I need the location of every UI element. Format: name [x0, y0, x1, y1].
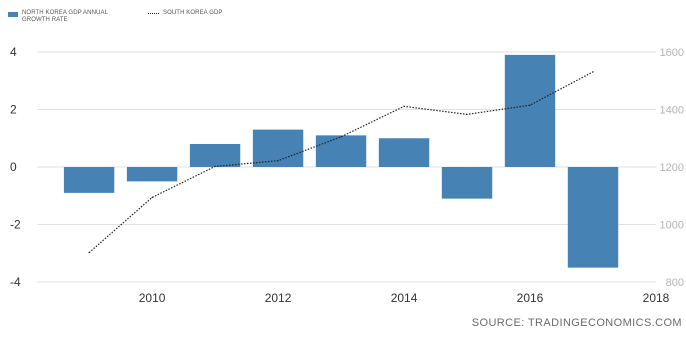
bar — [504, 54, 556, 167]
line-point — [592, 71, 594, 73]
line-point — [403, 105, 405, 107]
legend-label-bar: NORTH KOREA GDP ANNUAL GROWTH RATE — [22, 10, 108, 23]
bar — [315, 135, 367, 167]
line-point — [151, 196, 153, 199]
legend-swatch-line — [148, 13, 159, 14]
legend-item-bar: NORTH KOREA GDP ANNUAL GROWTH RATE — [8, 10, 134, 24]
x-tick-label: 2016 — [517, 291, 544, 305]
y-right-tick-label: 1600 — [660, 47, 684, 59]
line-point — [277, 160, 279, 162]
line-point — [214, 165, 216, 168]
x-tick-label: 2014 — [391, 291, 418, 305]
legend-swatch-bar — [8, 12, 18, 17]
line-point — [88, 252, 90, 254]
legend: NORTH KOREA GDP ANNUAL GROWTH RATE SOUTH… — [8, 10, 223, 24]
y-right-tick-label: 1000 — [660, 220, 684, 232]
legend-label-line: SOUTH KOREA GDP — [163, 10, 223, 16]
line-point — [529, 104, 531, 106]
y-left-tick-label: 0 — [10, 160, 17, 174]
x-tick-label: 2010 — [139, 291, 166, 305]
y-right-tick-label: 1200 — [660, 162, 684, 174]
legend-item-line: SOUTH KOREA GDP — [148, 10, 223, 17]
y-right-tick-label: 1400 — [660, 105, 684, 117]
x-tick-label: 2012 — [265, 291, 292, 305]
bar — [378, 138, 430, 167]
y-right-tick-label: 800 — [666, 277, 684, 289]
y-left-tick-label: 4 — [10, 45, 17, 59]
line-point — [466, 113, 468, 115]
x-tick-label: 2018 — [643, 291, 670, 305]
source-note: SOURCE: TRADINGECONOMICS.COM — [471, 317, 682, 329]
bar — [126, 167, 178, 182]
bar — [252, 129, 304, 167]
y-left-tick-label: -2 — [10, 218, 21, 232]
y-left-tick-label: -4 — [10, 275, 21, 289]
y-left-tick-label: 2 — [10, 103, 17, 117]
bar — [189, 144, 241, 167]
bar — [63, 167, 115, 193]
bar — [441, 167, 493, 199]
bar — [567, 167, 619, 268]
line-point — [340, 136, 342, 138]
